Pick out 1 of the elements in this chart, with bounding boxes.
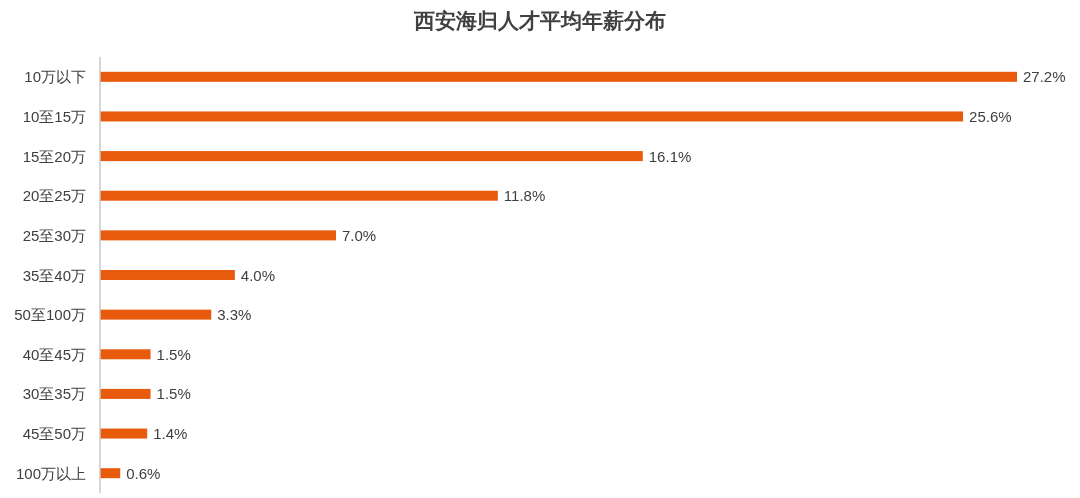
title: 西安海归人才平均年薪分布 (414, 9, 666, 32)
